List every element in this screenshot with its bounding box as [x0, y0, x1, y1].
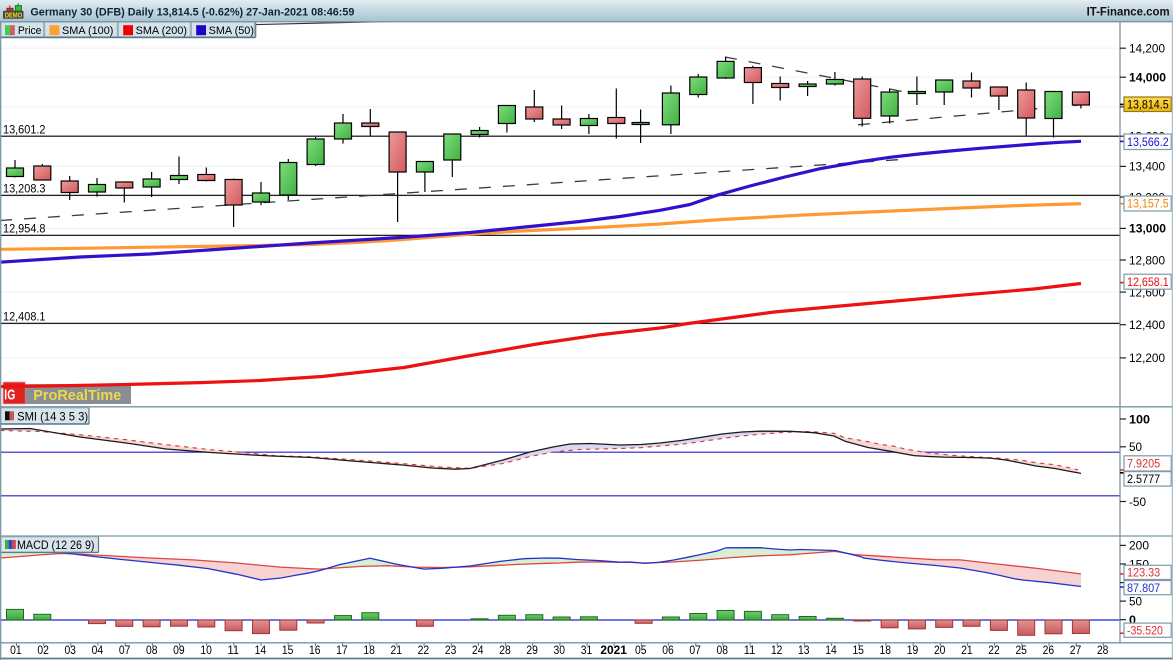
svg-text:100: 100 [1129, 414, 1150, 426]
svg-text:13,400: 13,400 [1129, 162, 1165, 174]
svg-text:14,000: 14,000 [1129, 73, 1166, 85]
svg-text:19: 19 [907, 645, 919, 657]
svg-text:12,954.8: 12,954.8 [3, 224, 46, 236]
svg-text:09: 09 [173, 645, 185, 657]
svg-text:12,800: 12,800 [1129, 255, 1165, 267]
svg-text:18: 18 [880, 645, 892, 657]
svg-text:MACD (12 26 9): MACD (12 26 9) [17, 538, 95, 552]
svg-text:12: 12 [771, 645, 783, 657]
svg-text:05: 05 [635, 645, 647, 657]
svg-text:23: 23 [445, 645, 457, 657]
svg-text:16: 16 [309, 645, 321, 657]
svg-text:01: 01 [10, 645, 22, 657]
svg-text:20: 20 [934, 645, 946, 657]
svg-text:28: 28 [499, 645, 511, 657]
svg-text:02: 02 [37, 645, 49, 657]
svg-text:31: 31 [581, 645, 593, 657]
svg-text:08: 08 [717, 645, 729, 657]
svg-text:25: 25 [1015, 645, 1027, 657]
svg-text:15: 15 [282, 645, 294, 657]
svg-text:ProRealTime: ProRealTime [33, 388, 121, 404]
svg-text:21: 21 [961, 645, 973, 657]
svg-text:13,000: 13,000 [1129, 224, 1166, 236]
svg-text:200: 200 [1129, 541, 1149, 553]
svg-text:08: 08 [146, 645, 158, 657]
svg-text:12,200: 12,200 [1129, 353, 1165, 365]
svg-text:123.33: 123.33 [1127, 568, 1160, 580]
svg-text:22: 22 [418, 645, 430, 657]
svg-text:15: 15 [852, 645, 864, 657]
svg-text:50: 50 [1129, 596, 1142, 608]
svg-text:14: 14 [255, 645, 267, 657]
svg-text:03: 03 [64, 645, 76, 657]
svg-text:13,814.5: 13,814.5 [1127, 100, 1169, 112]
svg-text:07: 07 [689, 645, 701, 657]
svg-text:SMA (50): SMA (50) [209, 25, 254, 37]
svg-text:-35.520: -35.520 [1127, 625, 1163, 637]
svg-text:87.807: 87.807 [1127, 583, 1160, 595]
svg-text:Price: Price [18, 25, 42, 37]
svg-text:13,601.2: 13,601.2 [3, 124, 46, 136]
svg-text:18: 18 [363, 645, 375, 657]
svg-text:22: 22 [988, 645, 1000, 657]
svg-text:12,600: 12,600 [1129, 287, 1165, 299]
svg-text:Germany 30 (DFB) Daily 13,814.: Germany 30 (DFB) Daily 13,814.5 (-0.62%)… [30, 6, 354, 18]
svg-text:SMA (100): SMA (100) [62, 25, 113, 37]
svg-text:13,157.5: 13,157.5 [1127, 199, 1169, 211]
svg-text:-50: -50 [1129, 497, 1146, 509]
svg-text:17: 17 [336, 645, 348, 657]
svg-text:2021: 2021 [600, 645, 627, 657]
svg-text:13,566.2: 13,566.2 [1127, 137, 1169, 149]
svg-text:11: 11 [744, 645, 756, 657]
svg-text:10: 10 [200, 645, 212, 657]
svg-text:04: 04 [92, 645, 104, 657]
svg-text:27: 27 [1070, 645, 1082, 657]
svg-text:11: 11 [228, 645, 240, 657]
svg-text:12,408.1: 12,408.1 [3, 312, 46, 324]
svg-text:28: 28 [1097, 645, 1109, 657]
svg-text:SMA (200): SMA (200) [136, 25, 187, 37]
svg-text:SMI (14 3 5 3): SMI (14 3 5 3) [17, 409, 88, 423]
svg-text:2.5777: 2.5777 [1127, 474, 1160, 486]
svg-text:0: 0 [1129, 615, 1136, 627]
svg-text:06: 06 [662, 645, 674, 657]
svg-text:13,208.3: 13,208.3 [3, 184, 46, 196]
svg-text:DEMO: DEMO [5, 10, 23, 19]
svg-text:12,658.1: 12,658.1 [1127, 277, 1169, 289]
svg-text:21: 21 [391, 645, 403, 657]
svg-text:29: 29 [526, 645, 538, 657]
svg-text:13: 13 [798, 645, 810, 657]
svg-text:IG: IG [4, 387, 15, 404]
svg-text:30: 30 [554, 645, 566, 657]
svg-text:14,200: 14,200 [1129, 44, 1165, 56]
svg-text:7.9205: 7.9205 [1127, 459, 1160, 471]
svg-text:07: 07 [119, 645, 131, 657]
svg-text:50: 50 [1129, 442, 1142, 454]
svg-text:IT-Finance.com: IT-Finance.com [1087, 7, 1170, 19]
svg-text:26: 26 [1043, 645, 1055, 657]
svg-text:24: 24 [472, 645, 484, 657]
svg-text:12,400: 12,400 [1129, 320, 1165, 332]
svg-text:14: 14 [825, 645, 837, 657]
